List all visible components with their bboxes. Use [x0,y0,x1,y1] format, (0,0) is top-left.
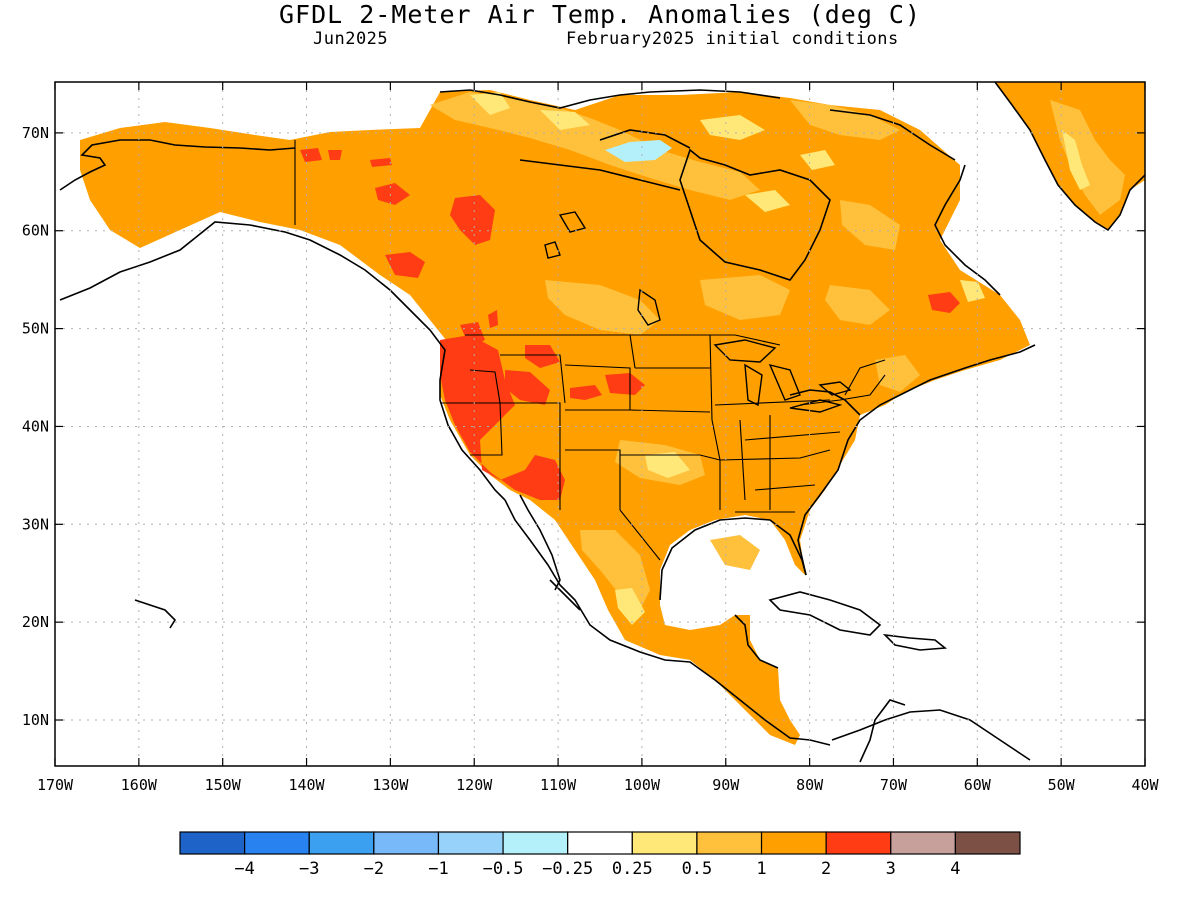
lat-tick-label: 30N [22,515,49,533]
political-boundaries [294,140,886,561]
colorbar-swatch [760,831,827,855]
light-anomaly-areas [470,92,985,625]
colorbar-swatch [437,831,504,855]
colorbar-label: −0.5 [483,859,524,879]
lat-tick-label: 60N [22,222,49,240]
colorbar-swatch [373,831,440,855]
colorbar-label: 3 [886,859,896,879]
cool-anomaly [605,140,672,162]
initial-conditions: February2025 initial conditions [566,29,899,49]
colorbar-swatch [631,831,698,855]
colorbar-swatch [502,831,569,855]
lat-tick-label: 10N [22,711,49,729]
lon-tick-label: 170W [37,776,74,794]
lon-tick-label: 50W [1048,776,1076,794]
latitude-axis: 70N 60N 50N 40N 30N 20N 10N [22,124,1145,729]
colorbar-swatch [567,831,633,855]
colorbar-swatch [179,831,246,855]
colorbar-swatch [825,831,892,855]
lat-tick-label: 50N [22,320,49,338]
colorbar-label: −3 [299,859,319,879]
weak-anomaly-areas [430,92,920,610]
colorbar-label: −2 [364,859,384,879]
colorbar-swatch [954,831,1021,855]
lat-tick-label: 70N [22,124,49,142]
lon-tick-label: 110W [540,776,577,794]
colorbar-swatch [308,831,375,855]
strong-anomaly-areas [300,148,960,500]
map-title: GFDL 2-Meter Air Temp. Anomalies (deg C) [278,0,922,29]
grid-lines [55,82,1145,766]
colorbar-label: −1 [428,859,448,879]
colorbar-swatch [244,831,310,855]
colorbar-label: 2 [821,859,831,879]
longitude-axis: 170W 160W 150W 140W 130W 120W 110W 100W 90W 80W 70… [37,82,1160,794]
colorbar-label: 0.25 [612,859,653,879]
colorbar-label: 0.5 [682,859,713,879]
lat-tick-label: 40N [22,417,49,435]
colorbar: −4 −3 −2 −1 −0.5 −0.25 0.25 0.5 1 2 3 4 [179,831,1021,879]
map-frame [54,81,1146,767]
lon-tick-label: 90W [712,776,740,794]
lon-tick-label: 100W [624,776,661,794]
lon-tick-label: 40W [1131,776,1159,794]
coastlines [59,82,1145,763]
lon-tick-label: 130W [372,776,409,794]
north-america-anomaly [80,90,1030,745]
lon-tick-label: 120W [456,776,493,794]
forecast-month: Jun2025 [313,29,389,49]
lat-tick-label: 20N [22,613,49,631]
lon-tick-label: 60W [964,776,992,794]
colorbar-label: −4 [234,859,254,879]
colorbar-label: 4 [950,859,960,879]
lon-tick-label: 150W [205,776,242,794]
colorbar-label: 1 [756,859,766,879]
lon-tick-label: 80W [796,776,824,794]
colorbar-swatch [696,831,763,855]
lon-tick-label: 160W [121,776,158,794]
map-field [59,82,1145,763]
lon-tick-label: 140W [288,776,325,794]
greenland-light [1062,130,1090,190]
lon-tick-label: 70W [880,776,908,794]
colorbar-swatch [890,831,956,855]
greenland-weak [1050,100,1125,215]
colorbar-label: −0.25 [542,859,593,879]
